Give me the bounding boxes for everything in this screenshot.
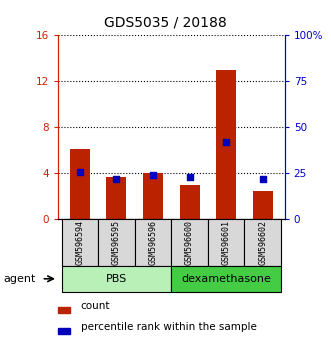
Point bbox=[223, 139, 229, 145]
FancyBboxPatch shape bbox=[135, 219, 171, 266]
Bar bbox=[58, 328, 70, 334]
Bar bbox=[216, 70, 236, 219]
Bar bbox=[106, 177, 126, 219]
FancyBboxPatch shape bbox=[171, 266, 281, 292]
Text: count: count bbox=[81, 301, 110, 311]
Text: GSM596602: GSM596602 bbox=[258, 220, 267, 265]
FancyBboxPatch shape bbox=[244, 219, 281, 266]
Bar bbox=[70, 149, 90, 219]
FancyBboxPatch shape bbox=[171, 219, 208, 266]
Text: agent: agent bbox=[3, 274, 36, 284]
Text: GSM596595: GSM596595 bbox=[112, 220, 121, 265]
FancyBboxPatch shape bbox=[208, 219, 244, 266]
Text: GDS5035 / 20188: GDS5035 / 20188 bbox=[104, 16, 227, 30]
FancyBboxPatch shape bbox=[98, 219, 135, 266]
Point bbox=[150, 172, 156, 178]
Bar bbox=[143, 173, 163, 219]
Point bbox=[187, 174, 192, 180]
Text: GSM596600: GSM596600 bbox=[185, 220, 194, 265]
Point bbox=[260, 176, 265, 182]
FancyBboxPatch shape bbox=[62, 219, 98, 266]
Text: GSM596596: GSM596596 bbox=[149, 220, 158, 265]
Text: percentile rank within the sample: percentile rank within the sample bbox=[81, 322, 257, 332]
Text: PBS: PBS bbox=[106, 274, 127, 284]
Bar bbox=[253, 191, 273, 219]
Point bbox=[77, 169, 82, 175]
Bar bbox=[58, 307, 70, 313]
Text: GSM596594: GSM596594 bbox=[75, 220, 84, 265]
Bar bbox=[179, 185, 200, 219]
Point bbox=[114, 176, 119, 182]
Text: GSM596601: GSM596601 bbox=[222, 220, 231, 265]
Text: dexamethasone: dexamethasone bbox=[181, 274, 271, 284]
FancyBboxPatch shape bbox=[62, 266, 171, 292]
